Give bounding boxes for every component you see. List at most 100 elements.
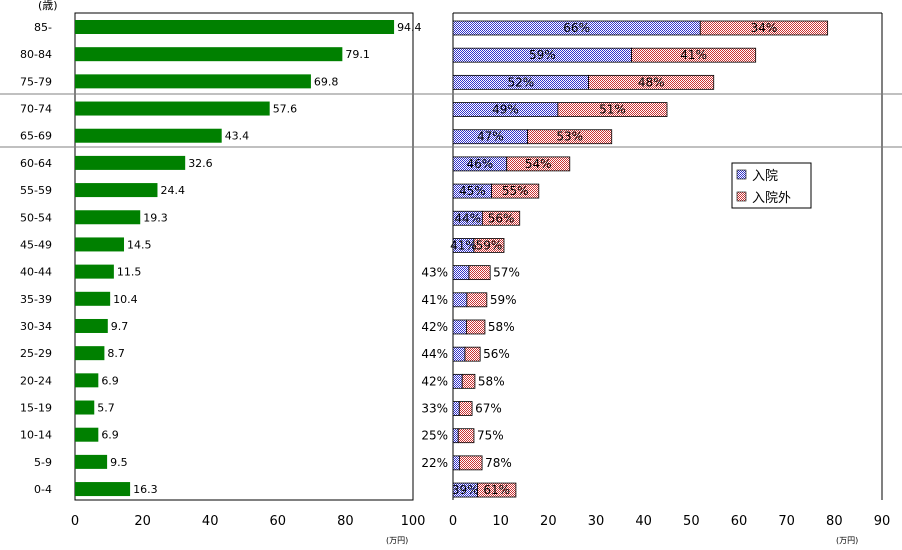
cost-bar	[75, 454, 108, 469]
outpatient-bar-segment	[481, 210, 521, 226]
outpatient-percent-label: 59%	[476, 238, 503, 252]
age-label: 0-4	[34, 483, 52, 496]
outpatient-percent-label: 41%	[680, 48, 707, 62]
outpatient-percent-label: 54%	[525, 157, 552, 171]
right-x-tick-label: 20	[540, 514, 557, 529]
age-label: 60-64	[20, 157, 52, 170]
cost-value-label: 9.5	[110, 456, 128, 469]
outpatient-bar-segment	[631, 47, 757, 63]
outpatient-bar-segment	[468, 265, 491, 281]
inpatient-percent-label: 42%	[421, 320, 448, 334]
cost-bar	[75, 74, 311, 89]
cost-value-label: 69.8	[314, 75, 339, 88]
cost-bar	[75, 155, 186, 170]
inpatient-percent-label: 46%	[467, 157, 494, 171]
cost-value-label: 5.7	[97, 402, 115, 415]
right-x-tick-label: 0	[449, 514, 457, 529]
cost-value-label: 24.4	[160, 184, 185, 197]
right-x-tick-label: 80	[826, 514, 843, 529]
cost-bar	[75, 101, 270, 116]
left-x-tick-label: 80	[337, 514, 354, 529]
cost-value-label: 79.1	[345, 48, 370, 61]
inpatient-bar-segment	[452, 346, 466, 362]
cost-bar	[75, 346, 105, 361]
outpatient-bar-segment	[473, 238, 505, 253]
inpatient-percent-label: 25%	[421, 429, 448, 443]
outpatient-bar-segment	[458, 455, 483, 471]
inpatient-percent-label: 42%	[421, 374, 448, 388]
outpatient-percent-label: 53%	[556, 130, 583, 144]
right-x-tick-label: 90	[874, 514, 891, 529]
inpatient-percent-label: 44%	[454, 211, 481, 225]
age-label: 10-14	[20, 429, 52, 442]
legend-swatch-inpatient	[736, 169, 747, 180]
age-label: 80-84	[20, 48, 52, 61]
cost-bar	[75, 20, 395, 34]
outpatient-percent-label: 58%	[478, 374, 505, 388]
outpatient-percent-label: 58%	[488, 320, 515, 334]
right-x-tick-label: 60	[731, 514, 748, 529]
age-label: 45-49	[20, 238, 52, 251]
outpatient-bar-segment	[477, 482, 517, 498]
cost-value-label: 6.9	[101, 429, 119, 442]
cost-bar	[75, 427, 99, 442]
inpatient-percent-label: 45%	[459, 184, 486, 198]
inpatient-percent-label: 41%	[450, 238, 477, 252]
inpatient-percent-label: 66%	[563, 21, 590, 35]
age-label: 35-39	[20, 293, 52, 306]
outpatient-bar-segment	[588, 74, 715, 90]
outpatient-bar-segment	[464, 346, 481, 362]
outpatient-bar-segment	[457, 428, 475, 444]
cost-bar	[75, 183, 158, 198]
outpatient-percent-label: 59%	[490, 293, 517, 307]
inpatient-percent-label: 39%	[452, 483, 479, 497]
age-label: 25-29	[20, 347, 52, 360]
left-x-tick-label: 60	[270, 514, 287, 529]
right-x-unit-label: (万円)	[836, 536, 858, 545]
age-label: 75-79	[20, 75, 52, 88]
cost-value-label: 57.6	[273, 103, 298, 116]
age-label: 65-69	[20, 130, 52, 143]
outpatient-percent-label: 34%	[751, 21, 778, 35]
cost-bar	[75, 237, 125, 252]
outpatient-percent-label: 67%	[475, 402, 502, 416]
right-x-tick-label: 10	[492, 514, 509, 529]
cost-value-label: 94.4	[397, 21, 422, 34]
inpatient-percent-label: 41%	[421, 293, 448, 307]
cost-value-label: 9.7	[111, 320, 129, 333]
outpatient-percent-label: 61%	[483, 483, 510, 497]
age-label: 15-19	[20, 402, 52, 415]
legend-swatch-outpatient	[736, 191, 747, 202]
outpatient-percent-label: 75%	[477, 429, 504, 443]
inpatient-bar-segment	[452, 455, 460, 471]
cost-bar	[75, 264, 114, 279]
legend-label-outpatient: 入院外	[752, 191, 791, 206]
inpatient-bar-segment	[452, 401, 460, 416]
cost-bar	[75, 210, 141, 225]
inpatient-percent-label: 59%	[529, 48, 556, 62]
legend: 入院 入院外	[731, 162, 812, 209]
age-label: 20-24	[20, 374, 52, 387]
cost-value-label: 14.5	[127, 238, 152, 251]
outpatient-percent-label: 56%	[483, 347, 510, 361]
legend-label-inpatient: 入院	[752, 169, 778, 184]
outpatient-percent-label: 57%	[493, 266, 520, 280]
inpatient-percent-label: 47%	[477, 130, 504, 144]
cost-value-label: 10.4	[113, 293, 138, 306]
left-x-tick-label: 40	[202, 514, 219, 529]
cost-value-label: 19.3	[143, 211, 168, 224]
left-x-tick-label: 0	[71, 514, 79, 529]
inpatient-bar-segment	[452, 428, 459, 444]
outpatient-bar-segment	[699, 20, 829, 36]
age-label: 70-74	[20, 103, 52, 116]
outpatient-percent-label: 55%	[502, 184, 529, 198]
left-x-unit-label: (万円)	[386, 536, 408, 545]
age-label: 40-44	[20, 266, 52, 279]
cost-value-label: 11.5	[117, 266, 141, 279]
outpatient-bar-segment	[491, 183, 540, 199]
inpatient-percent-label: 22%	[421, 456, 448, 470]
outpatient-bar-segment	[466, 292, 488, 308]
outpatient-percent-label: 56%	[488, 211, 515, 225]
left-plot-area	[74, 12, 414, 501]
age-label: 30-34	[20, 320, 52, 333]
